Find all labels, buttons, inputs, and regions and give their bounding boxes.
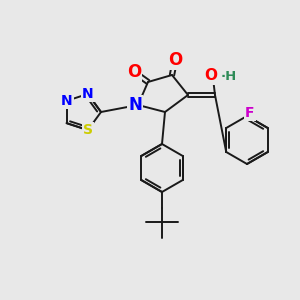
Text: N: N	[61, 94, 72, 108]
Text: S: S	[83, 123, 93, 137]
Text: N: N	[128, 96, 142, 114]
Text: F: F	[245, 106, 255, 120]
Text: ·H: ·H	[221, 70, 237, 83]
Text: O: O	[168, 51, 182, 69]
Text: N: N	[82, 87, 94, 101]
Text: O: O	[127, 63, 141, 81]
Text: O: O	[205, 68, 218, 83]
